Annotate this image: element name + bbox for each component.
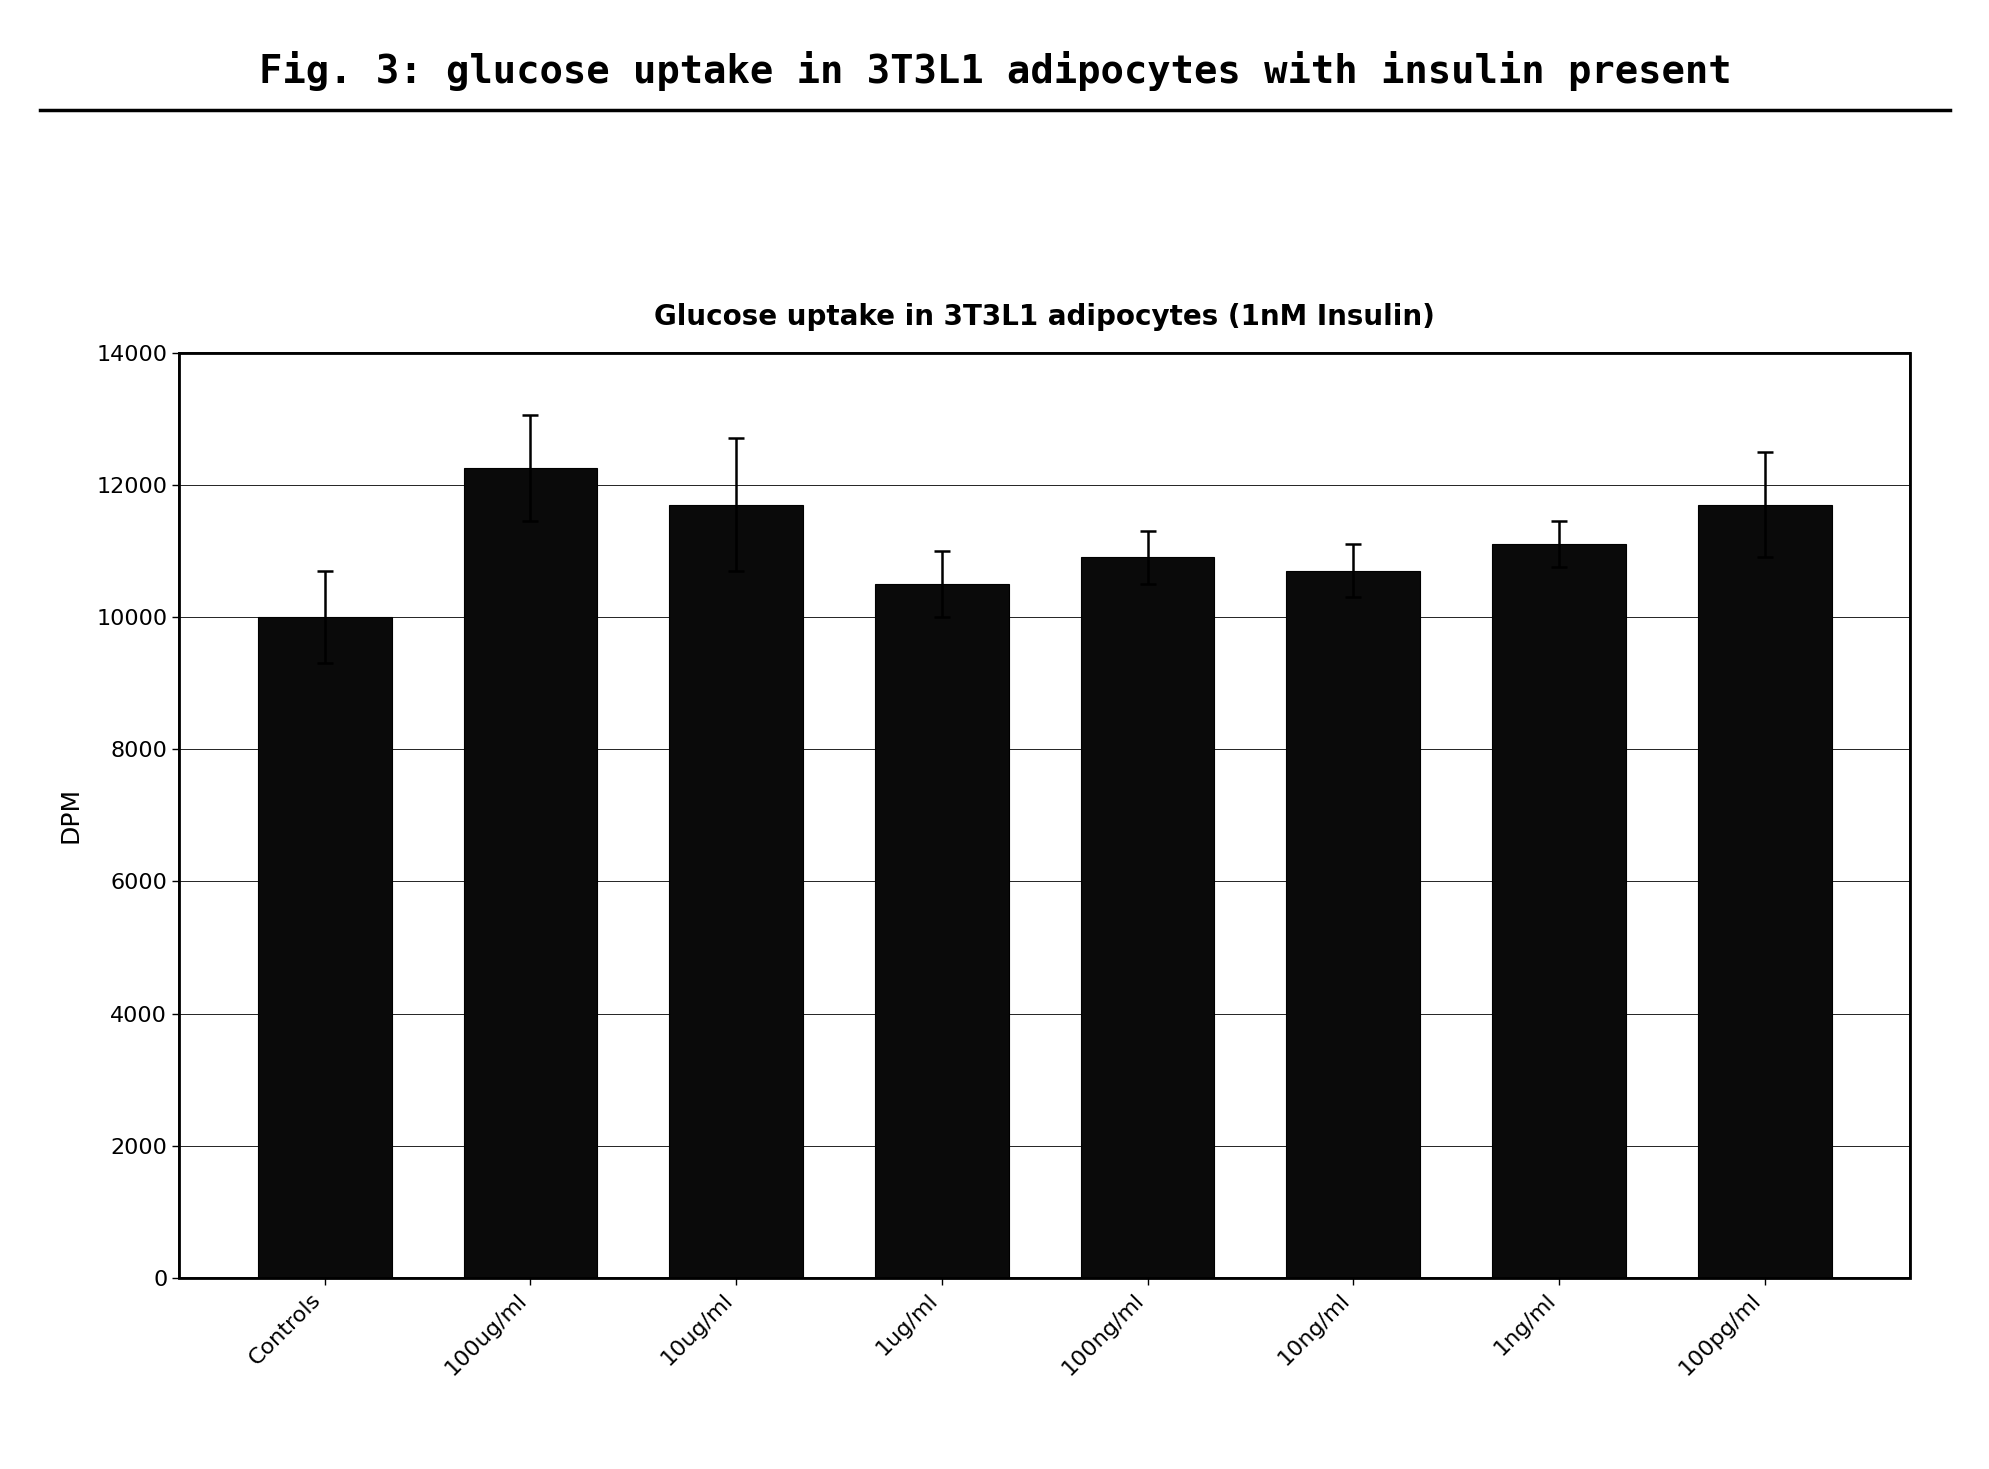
Bar	[875, 583, 1008, 1278]
Title: Glucose uptake in 3T3L1 adipocytes (1nM Insulin): Glucose uptake in 3T3L1 adipocytes (1nM …	[654, 303, 1434, 331]
Y-axis label: DPM: DPM	[58, 787, 82, 843]
Bar	[1492, 544, 1625, 1278]
Bar	[668, 504, 804, 1278]
Bar	[1285, 570, 1420, 1278]
Bar	[259, 617, 392, 1278]
Bar	[1080, 557, 1213, 1278]
Text: Fig. 3: glucose uptake in 3T3L1 adipocytes with insulin present: Fig. 3: glucose uptake in 3T3L1 adipocyt…	[259, 51, 1730, 91]
Bar	[463, 469, 597, 1278]
Bar	[1697, 504, 1830, 1278]
